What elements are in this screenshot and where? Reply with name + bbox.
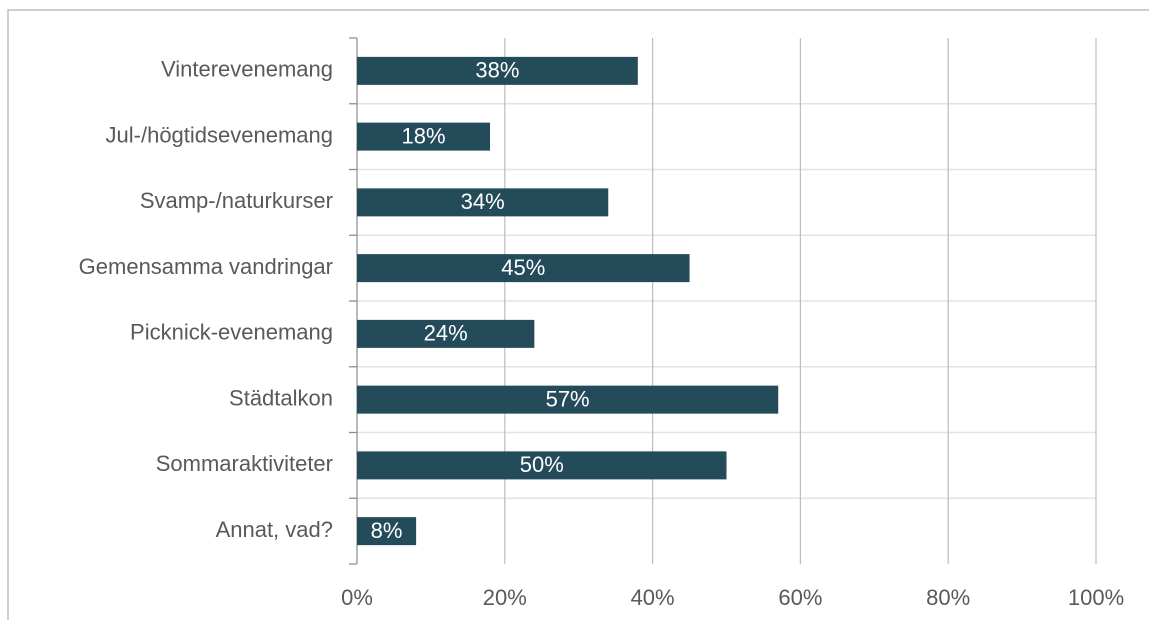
- bar: [357, 254, 690, 283]
- x-tick-label: 20%: [483, 585, 527, 610]
- data-label: 8%: [371, 518, 403, 543]
- y-tick-label: Gemensamma vandringar: [79, 254, 333, 279]
- data-label: 38%: [475, 58, 519, 83]
- y-tick-label: Sommaraktiviteter: [156, 451, 333, 476]
- x-tick-label: 60%: [778, 585, 822, 610]
- x-tick-label: 80%: [926, 585, 970, 610]
- data-label: 45%: [501, 255, 545, 280]
- x-tick-label: 0%: [341, 585, 373, 610]
- x-tick-label: 40%: [631, 585, 675, 610]
- x-tick-label: 100%: [1068, 585, 1124, 610]
- bar: [357, 122, 491, 151]
- bar: [357, 319, 535, 348]
- y-tick-label: Vinterevenemang: [161, 57, 333, 82]
- data-label: 34%: [461, 189, 505, 214]
- bar: [357, 451, 727, 480]
- bar: [357, 385, 779, 414]
- bar: [357, 188, 609, 217]
- y-tick-label: Jul-/högtidsevenemang: [106, 122, 333, 147]
- bar: [357, 517, 417, 546]
- bar: [357, 56, 638, 85]
- chart-frame: [7, 9, 1149, 620]
- y-tick-label: Svamp-/naturkurser: [140, 188, 333, 213]
- y-tick-label: Picknick-evenemang: [130, 320, 333, 345]
- data-label: 18%: [401, 123, 445, 148]
- y-tick-label: Annat, vad?: [216, 517, 333, 542]
- y-tick-label: Städtalkon: [229, 385, 333, 410]
- data-label: 24%: [424, 321, 468, 346]
- data-label: 50%: [520, 452, 564, 477]
- data-label: 57%: [546, 386, 590, 411]
